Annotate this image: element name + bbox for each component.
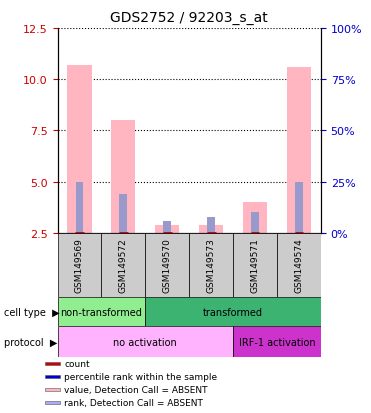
Bar	[251, 213, 259, 233]
Bar	[163, 221, 171, 233]
Bar	[45, 362, 60, 366]
Bar	[119, 195, 127, 233]
Text: rank, Detection Call = ABSENT: rank, Detection Call = ABSENT	[64, 398, 203, 407]
Text: GSM149574: GSM149574	[295, 238, 303, 293]
Bar	[277, 233, 321, 297]
Text: no activation: no activation	[114, 337, 177, 347]
Bar	[295, 182, 303, 233]
Bar	[155, 225, 179, 233]
Text: GSM149573: GSM149573	[207, 238, 216, 293]
Text: GSM149569: GSM149569	[75, 238, 84, 293]
Bar	[287, 68, 311, 233]
Text: count: count	[64, 359, 90, 368]
Title: GDS2752 / 92203_s_at: GDS2752 / 92203_s_at	[110, 11, 268, 25]
Bar	[58, 297, 145, 326]
Bar	[145, 297, 321, 326]
Bar	[243, 203, 267, 233]
Bar	[68, 66, 92, 233]
Bar	[101, 233, 145, 297]
Bar	[111, 121, 135, 233]
Text: non-transformed: non-transformed	[60, 307, 142, 317]
Bar	[45, 401, 60, 404]
Text: GSM149572: GSM149572	[119, 238, 128, 293]
Bar	[58, 233, 101, 297]
Text: GSM149570: GSM149570	[163, 238, 172, 293]
Text: cell type  ▶: cell type ▶	[4, 307, 59, 317]
Bar	[145, 233, 189, 297]
Bar	[76, 182, 83, 233]
Bar	[45, 388, 60, 391]
Bar	[58, 326, 233, 357]
Text: value, Detection Call = ABSENT: value, Detection Call = ABSENT	[64, 385, 208, 394]
Text: GSM149571: GSM149571	[250, 238, 260, 293]
Bar	[207, 217, 215, 233]
Text: protocol  ▶: protocol ▶	[4, 337, 57, 347]
Text: IRF-1 activation: IRF-1 activation	[239, 337, 315, 347]
Text: transformed: transformed	[203, 307, 263, 317]
Bar	[199, 225, 223, 233]
Bar	[45, 375, 60, 378]
Bar	[233, 326, 321, 357]
Bar	[189, 233, 233, 297]
Text: percentile rank within the sample: percentile rank within the sample	[64, 372, 217, 381]
Bar	[233, 233, 277, 297]
